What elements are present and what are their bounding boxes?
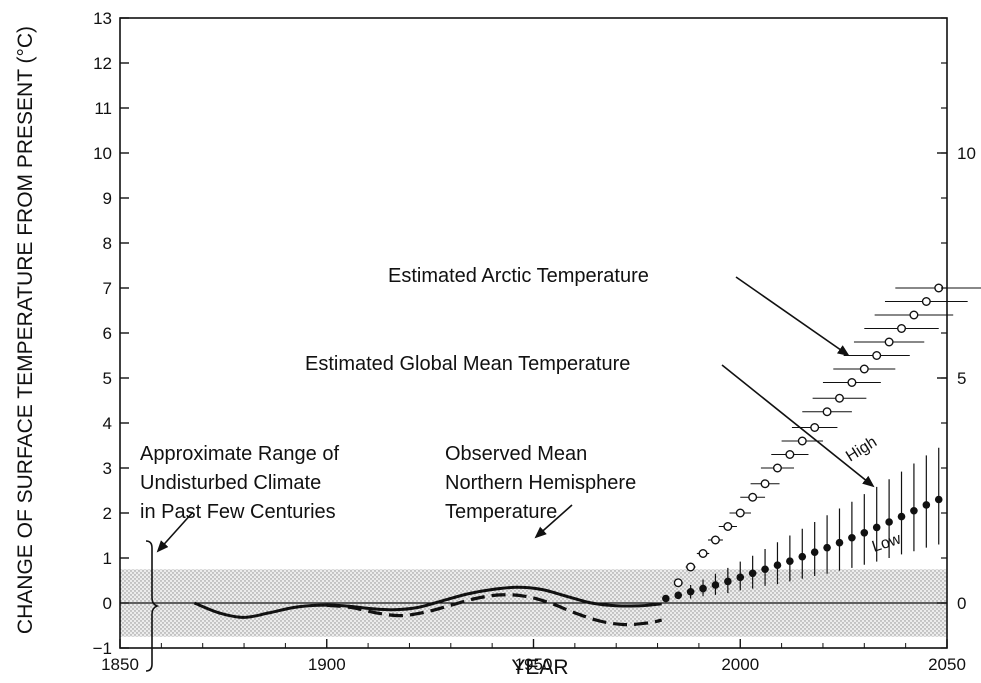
global-point: [662, 594, 670, 603]
observed-label-line-3: Temperature: [445, 501, 557, 523]
band-arrow: [156, 511, 194, 553]
global-point: [897, 512, 906, 521]
x-tick-label: 1850: [101, 655, 139, 674]
arctic-point: [785, 450, 795, 460]
y-tick-label: 0: [103, 594, 112, 613]
global-point: [835, 538, 844, 547]
global-point: [736, 573, 745, 582]
global-point: [724, 577, 732, 586]
global-point: [711, 581, 720, 589]
arctic-label: Estimated Arctic Temperature: [388, 265, 649, 287]
y-tick-label: 13: [93, 9, 112, 28]
y2-axis-ticks: 0 5 10: [937, 17, 976, 649]
y-tick-label: −1: [93, 639, 112, 658]
arctic-point: [673, 578, 683, 588]
arctic-point: [760, 479, 770, 489]
global-point: [810, 548, 819, 556]
y-tick-label: 9: [103, 189, 112, 208]
global-label: Estimated Global Mean Temperature: [305, 353, 630, 375]
y2-tick-label: 0: [957, 594, 966, 613]
global-point: [699, 584, 707, 593]
annotations: Approximate Range of Undisturbed Climate…: [140, 265, 904, 672]
arctic-point: [909, 310, 919, 320]
arctic-point: [810, 423, 820, 433]
observed-label-line-2: Northern Hemisphere: [445, 472, 636, 494]
y-tick-label: 8: [103, 234, 112, 253]
x-tick-label: 2000: [721, 655, 759, 674]
y-tick-label: 12: [93, 54, 112, 73]
arctic-point: [884, 337, 894, 347]
y-tick-label: 1: [103, 549, 112, 568]
band-label-line-3: in Past Few Centuries: [140, 501, 336, 523]
arctic-point: [686, 562, 696, 572]
y-tick-label: 10: [93, 144, 112, 163]
arctic-point: [822, 407, 832, 417]
arctic-point: [872, 351, 882, 361]
arctic-point: [723, 522, 733, 532]
y-tick-label: 3: [103, 459, 112, 478]
arctic-point: [834, 393, 844, 403]
x-tick-label: 2050: [928, 655, 966, 674]
y-axis-title: CHANGE OF SURFACE TEMPERATURE FROM PRESE…: [14, 26, 37, 634]
plot-marks: [120, 283, 981, 627]
arctic-point: [698, 549, 708, 559]
global-point: [761, 565, 769, 574]
y-tick-label: 7: [103, 279, 112, 298]
global-point: [798, 552, 807, 561]
global-point: [934, 495, 943, 504]
arctic-point: [772, 463, 782, 473]
y2-tick-label: 10: [957, 144, 976, 163]
band-bracket: [145, 540, 160, 672]
y-tick-label: 6: [103, 324, 112, 343]
arctic-point: [847, 378, 857, 388]
arctic-point: [748, 492, 758, 502]
arctic-point: [735, 508, 745, 518]
global-point: [860, 529, 869, 537]
global-point: [674, 591, 683, 600]
global-point: [872, 523, 881, 532]
y-tick-label: 4: [103, 414, 112, 433]
arctic-point: [797, 436, 807, 446]
y-tick-label: 2: [103, 504, 112, 523]
global-point: [885, 518, 893, 526]
x-axis-ticks: 1850 1900 1950 2000 2050: [101, 639, 966, 674]
global-point: [748, 569, 757, 578]
y-tick-label: 11: [94, 99, 112, 118]
arctic-point: [921, 297, 931, 307]
y2-tick-label: 5: [957, 369, 966, 388]
global-point: [686, 587, 695, 596]
x-tick-label: 1950: [515, 655, 553, 674]
plot-frame: [119, 17, 948, 649]
global-point: [773, 561, 782, 569]
observed-label-line-1: Observed Mean: [445, 443, 587, 465]
arctic-point: [710, 535, 720, 545]
arctic-point: [859, 364, 869, 374]
observed-solid-line: [193, 585, 662, 619]
x-tick-label: 1900: [308, 655, 346, 674]
low-label: Low: [870, 530, 904, 555]
global-arrow: [721, 364, 875, 488]
arctic-point: [897, 324, 907, 334]
observed-arrow: [534, 504, 573, 539]
high-label: High: [843, 434, 880, 466]
global-point: [910, 506, 918, 515]
plot-border: [119, 17, 948, 649]
global-point: [848, 533, 856, 542]
global-point: [922, 501, 931, 509]
band-label-line-1: Approximate Range of: [140, 443, 339, 465]
global-point: [823, 543, 831, 552]
y-tick-label: 5: [103, 369, 112, 388]
global-point: [786, 557, 794, 565]
x-axis-title: YEAR: [511, 656, 568, 679]
arctic-arrow: [735, 276, 850, 357]
observed-dashed-line: [326, 593, 663, 627]
band-label-line-2: Undisturbed Climate: [140, 472, 321, 494]
